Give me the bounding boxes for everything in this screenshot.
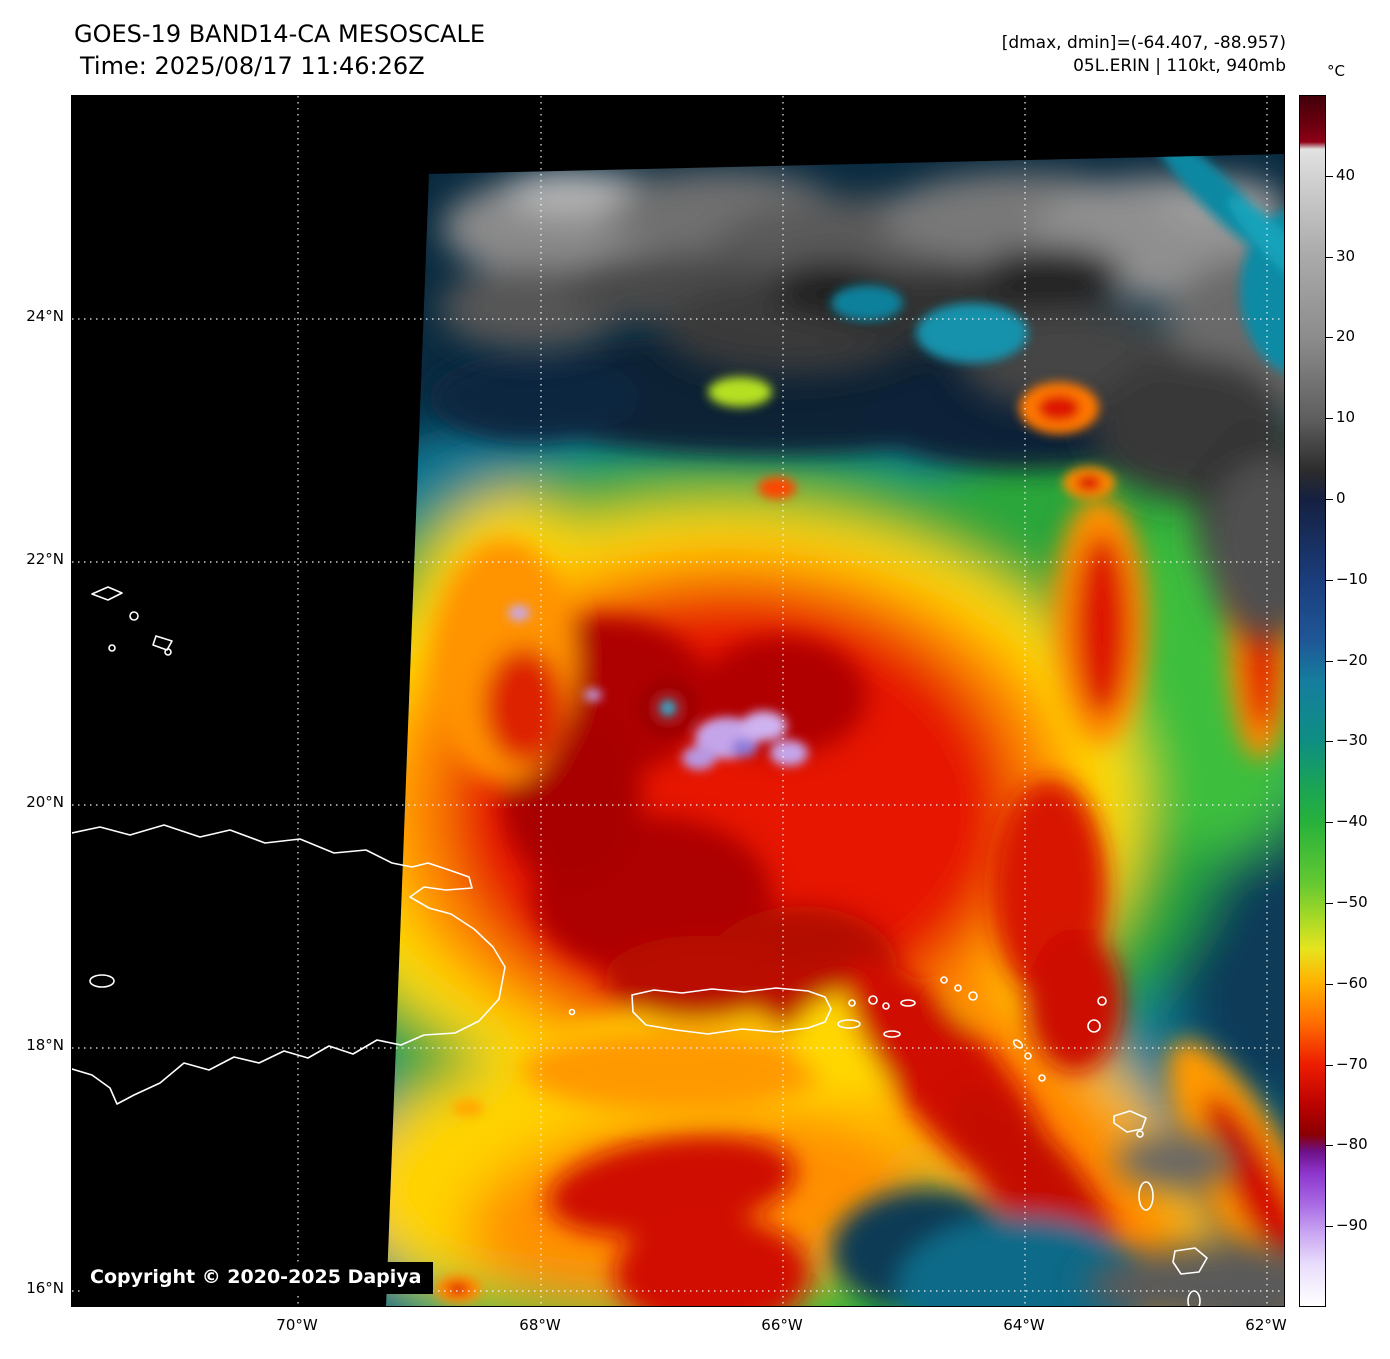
hurricane-eye bbox=[659, 699, 677, 717]
colorbar-tick-label: 40 bbox=[1336, 166, 1356, 184]
colorbar-tick bbox=[1326, 903, 1333, 904]
coast-lake bbox=[89, 974, 115, 988]
colorbar-tick bbox=[1326, 661, 1333, 662]
colorbar-tick-label: −70 bbox=[1336, 1055, 1368, 1073]
colorbar-tick-label: −20 bbox=[1336, 651, 1368, 669]
gridlines bbox=[72, 96, 1284, 1306]
satellite-image bbox=[72, 96, 1284, 1306]
colorbar-tick bbox=[1326, 1145, 1333, 1146]
colorbar-tick-label: 20 bbox=[1336, 327, 1356, 345]
colorbar-tick-label: −50 bbox=[1336, 893, 1368, 911]
lon-label-70w: 70°W bbox=[276, 1316, 318, 1334]
colorbar-tick-label: −40 bbox=[1336, 812, 1368, 830]
coastlines bbox=[72, 586, 1208, 1306]
page-title: GOES-19 BAND14-CA MESOSCALE bbox=[74, 20, 485, 48]
colorbar-tick bbox=[1326, 741, 1333, 742]
colorbar-tick bbox=[1326, 1226, 1333, 1227]
colorbar-tick bbox=[1326, 418, 1333, 419]
colorbar-tick bbox=[1326, 580, 1333, 581]
lon-label-68w: 68°W bbox=[519, 1316, 561, 1334]
storm-info: 05L.ERIN | 110kt, 940mb bbox=[1073, 56, 1286, 76]
lon-label-62w: 62°W bbox=[1245, 1316, 1287, 1334]
lat-label-16n: 16°N bbox=[26, 1279, 64, 1297]
colorbar-tick-label: −60 bbox=[1336, 974, 1368, 992]
colorbar-tick bbox=[1326, 1065, 1333, 1066]
coast-puerto-rico bbox=[631, 987, 832, 1035]
colorbar-tick-label: −80 bbox=[1336, 1135, 1368, 1153]
colorbar-tick-label: 0 bbox=[1336, 489, 1346, 507]
coast-hispaniola bbox=[72, 824, 506, 1105]
colorbar-tick bbox=[1326, 337, 1333, 338]
colorbar-tick-label: −90 bbox=[1336, 1216, 1368, 1234]
colorbar-tick-label: 30 bbox=[1336, 247, 1356, 265]
hurricane-erin-cloud-field bbox=[386, 154, 1284, 1306]
lon-label-66w: 66°W bbox=[761, 1316, 803, 1334]
lat-label-24n: 24°N bbox=[26, 307, 64, 325]
eyewall bbox=[640, 680, 696, 736]
timestamp: Time: 2025/08/17 11:46:26Z bbox=[80, 52, 425, 80]
lon-label-64w: 64°W bbox=[1003, 1316, 1045, 1334]
copyright-notice: Copyright © 2020-2025 Dapiya bbox=[81, 1262, 434, 1294]
colorbar-tick bbox=[1326, 176, 1333, 177]
colorbar-tick-label: 10 bbox=[1336, 408, 1356, 426]
colorbar-unit: °C bbox=[1327, 62, 1345, 80]
colorbar-tick-label: −10 bbox=[1336, 570, 1368, 588]
colorbar bbox=[1299, 95, 1326, 1307]
lat-label-22n: 22°N bbox=[26, 550, 64, 568]
colorbar-tick bbox=[1326, 257, 1333, 258]
map-plot-area: Copyright © 2020-2025 Dapiya bbox=[71, 95, 1285, 1307]
colorbar-tick-label: −30 bbox=[1336, 731, 1368, 749]
colorbar-tick bbox=[1326, 822, 1333, 823]
colorbar-tick bbox=[1326, 984, 1333, 985]
colorbar-tick bbox=[1326, 499, 1333, 500]
lat-label-20n: 20°N bbox=[26, 793, 64, 811]
dmax-dmin-readout: [dmax, dmin]=(-64.407, -88.957) bbox=[1001, 33, 1286, 53]
lat-label-18n: 18°N bbox=[26, 1036, 64, 1054]
